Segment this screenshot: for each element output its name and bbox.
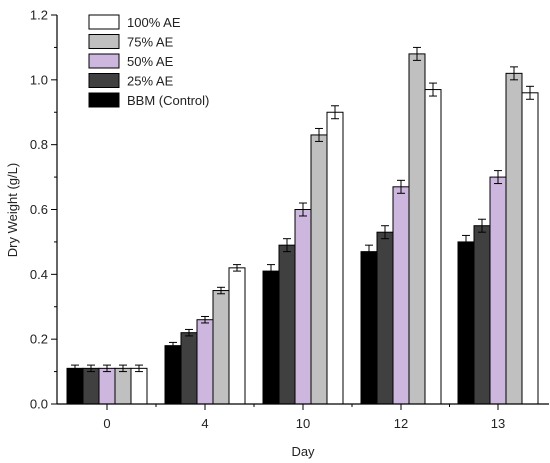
- bar: [489, 176, 507, 405]
- bar: [310, 134, 328, 405]
- bar: [326, 111, 344, 405]
- y-tick-label: 1.0: [30, 72, 48, 87]
- x-tick-label: 13: [491, 416, 505, 431]
- bar: [114, 367, 132, 405]
- legend-label: 50% AE: [127, 54, 174, 69]
- bar: [278, 244, 296, 405]
- legend-swatch: [88, 34, 120, 49]
- bar: [376, 231, 394, 405]
- x-tick-label: 10: [296, 416, 310, 431]
- bar: [180, 332, 198, 405]
- x-axis-label: Day: [291, 444, 315, 459]
- y-tick-label: 0.6: [30, 202, 48, 217]
- bar: [262, 270, 280, 405]
- bar: [457, 241, 475, 405]
- bar: [228, 267, 246, 405]
- bar: [66, 367, 84, 405]
- bar: [360, 251, 378, 405]
- x-tick-label: 4: [201, 416, 208, 431]
- axes-layer: 0.0 0.2 0.4 0.6 0.8 1.0 1.2 0 4 10 12 13: [30, 8, 549, 431]
- x-tick-label: 0: [103, 416, 110, 431]
- legend-swatch: [88, 53, 120, 69]
- y-tick-label: 0.8: [30, 137, 48, 152]
- bar: [294, 209, 312, 405]
- y-tick-label: 0.0: [30, 397, 48, 412]
- bars-layer: [66, 46, 539, 405]
- bar: [424, 89, 442, 405]
- legend-label: 100% AE: [127, 15, 181, 30]
- legend-label: 75% AE: [127, 35, 174, 50]
- legend-label: 25% AE: [127, 74, 174, 89]
- bar: [505, 72, 523, 405]
- legend-label: BBM (Control): [127, 93, 209, 108]
- x-tick-label: 12: [394, 416, 408, 431]
- y-tick-label: 0.4: [30, 267, 48, 282]
- bar: [212, 290, 230, 405]
- legend: 100% AE 75% AE 50% AE 25% AE BBM (Control): [88, 14, 209, 108]
- bar: [196, 319, 214, 405]
- y-tick-label: 0.2: [30, 332, 48, 347]
- bar: [98, 367, 116, 405]
- bar: [130, 367, 148, 405]
- bar: [164, 345, 182, 405]
- legend-swatch: [88, 92, 120, 108]
- y-axis-label: Dry Weight (g/L): [5, 163, 20, 257]
- bar: [408, 53, 426, 405]
- y-tick-label: 1.2: [30, 8, 48, 23]
- bar: [82, 367, 100, 405]
- bar: [392, 186, 410, 405]
- bar: [473, 225, 491, 405]
- legend-swatch: [88, 73, 120, 88]
- bar: [521, 92, 539, 405]
- legend-swatch: [88, 14, 120, 30]
